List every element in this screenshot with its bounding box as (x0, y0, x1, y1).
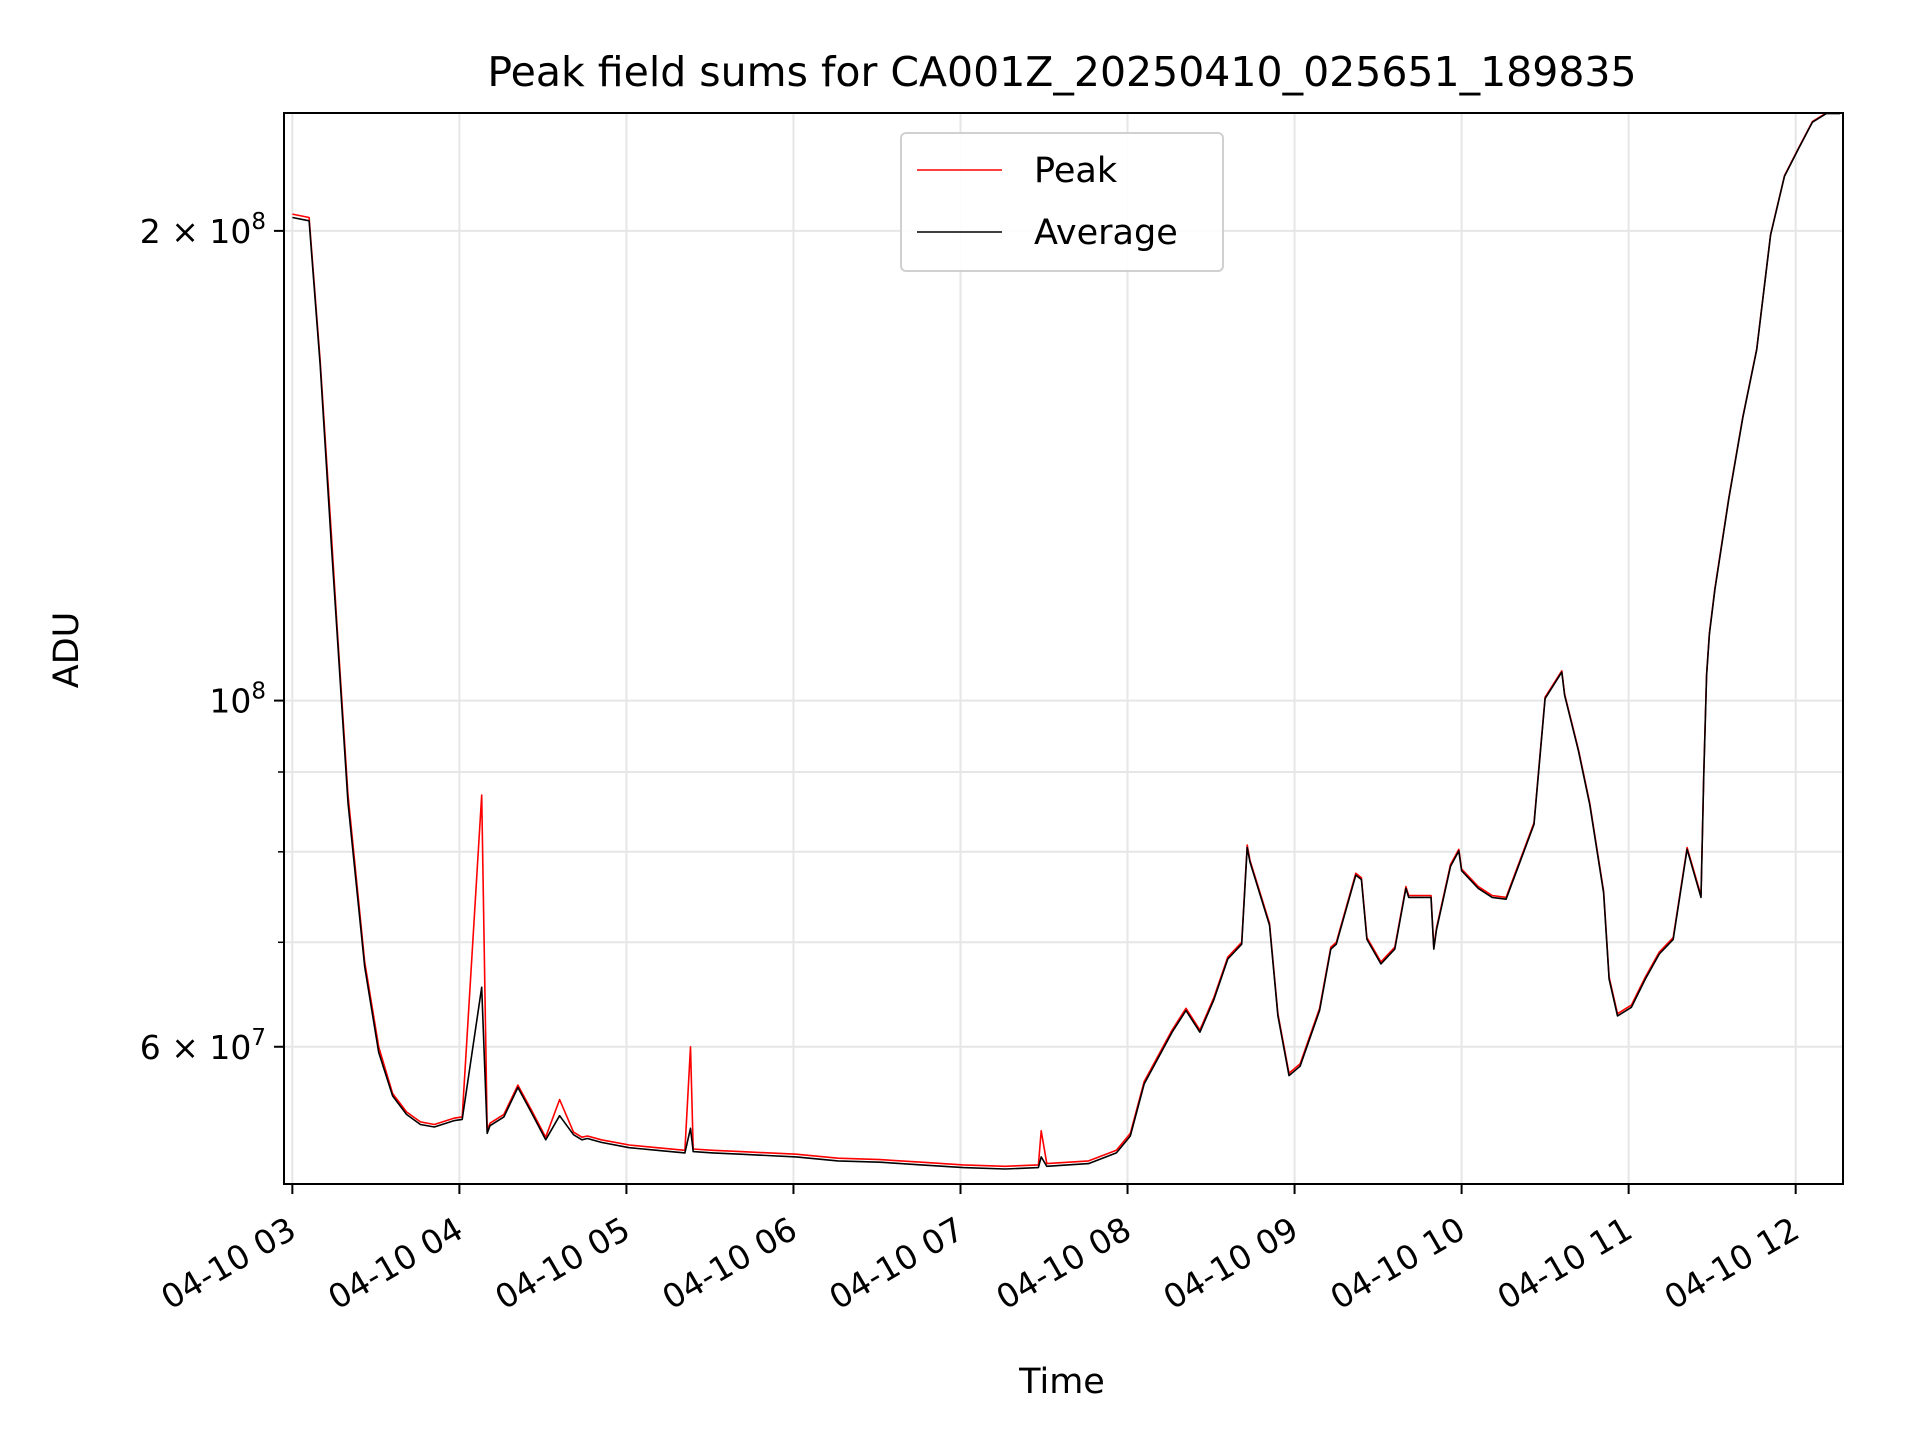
y-tick-label: 6 × 107 (140, 1025, 266, 1067)
series-line-peak (292, 113, 1841, 1168)
chart-title: Peak field sums for CA001Z_20250410_0256… (487, 48, 1636, 96)
legend-peak-label: Peak (1034, 151, 1118, 191)
y-axis-label: ADU (47, 612, 87, 689)
y-tick-label: 2 × 108 (140, 209, 266, 251)
series-layer (292, 113, 1841, 1170)
series-line-average (292, 113, 1841, 1170)
legend-average-label: Average (1034, 213, 1178, 253)
legend: Peak Average (900, 132, 1224, 272)
y-axis: 2 × 108 108 6 × 107 (140, 209, 284, 1067)
plot-frame (283, 112, 1844, 1185)
y-tick-label: 108 (209, 679, 266, 721)
legend-box (900, 132, 1224, 272)
x-axis-label: Time (1018, 1362, 1105, 1402)
